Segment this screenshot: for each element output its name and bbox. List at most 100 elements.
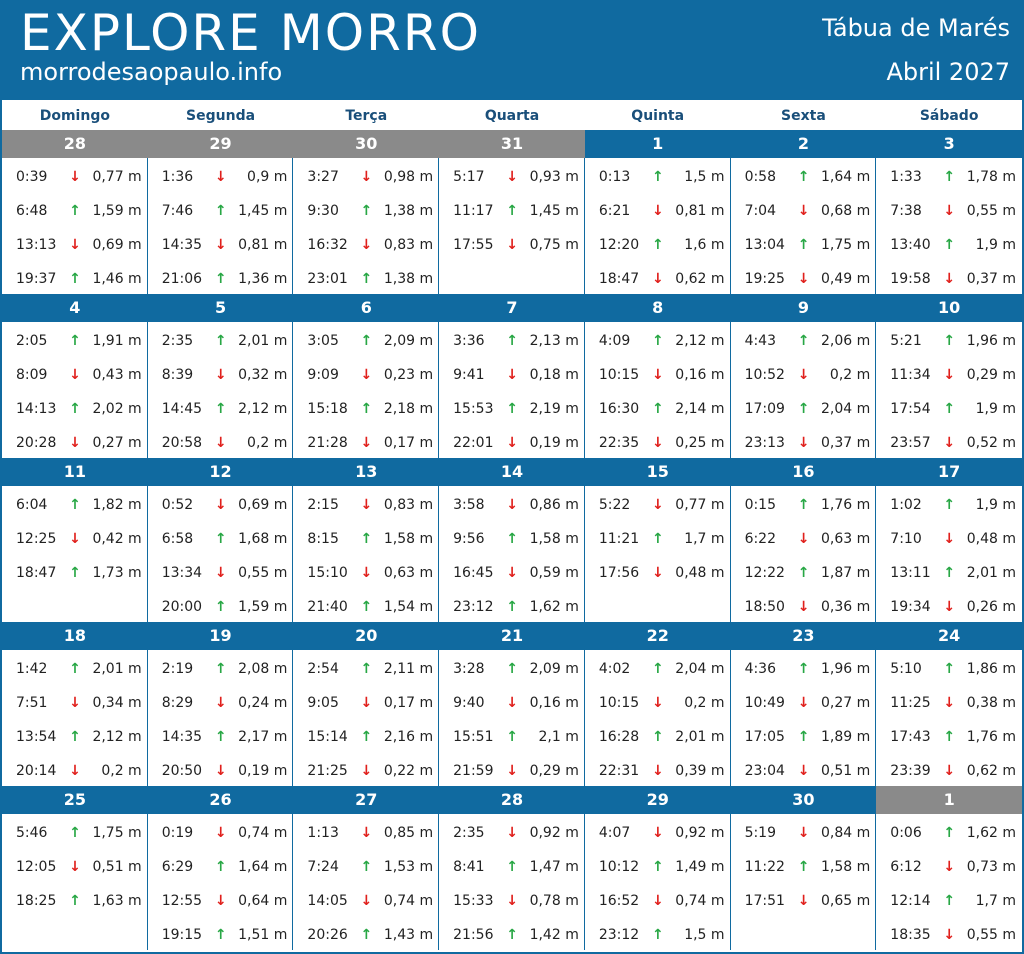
tide-time: 4:43 bbox=[744, 333, 777, 349]
tide-time: 6:21 bbox=[598, 203, 631, 219]
tide-time: 3:27 bbox=[307, 169, 339, 185]
tide-height: 1,62 m bbox=[529, 599, 579, 615]
arrow-up: ↑ bbox=[214, 661, 227, 677]
tide-time: 11:21 bbox=[598, 531, 640, 547]
arrow-up: ↑ bbox=[214, 927, 227, 943]
tide-height: 1,6 m bbox=[684, 237, 725, 253]
tide-time: 14:35 bbox=[161, 729, 203, 745]
tide-time: 9:40 bbox=[453, 695, 485, 711]
tide-height: 0,93 m bbox=[529, 169, 579, 185]
tide-height: 0,59 m bbox=[529, 565, 579, 581]
tide-height: 0,77 m bbox=[675, 497, 725, 513]
arrow-down: ↓ bbox=[69, 237, 81, 253]
tide-height: 0,26 m bbox=[966, 599, 1016, 615]
tide-height: 2,18 m bbox=[383, 401, 434, 417]
arrow-down: ↓ bbox=[943, 435, 956, 451]
tide-height: 1,86 m bbox=[966, 661, 1016, 677]
tide-height: 1,73 m bbox=[92, 565, 142, 581]
day-header: 8 bbox=[584, 294, 731, 322]
column-divider bbox=[875, 814, 877, 950]
arrow-up: ↑ bbox=[360, 599, 373, 615]
day-header: 19 bbox=[147, 622, 294, 650]
tide-height: 1,45 m bbox=[238, 203, 288, 219]
arrow-up: ↑ bbox=[651, 169, 664, 185]
arrow-down: ↓ bbox=[214, 695, 227, 711]
column-divider bbox=[583, 322, 585, 458]
tide-height: 0,85 m bbox=[383, 825, 434, 841]
tide-time: 1:13 bbox=[307, 825, 339, 841]
tide-time: 4:36 bbox=[744, 661, 777, 677]
arrow-up: ↑ bbox=[69, 271, 81, 287]
tide-time: 23:57 bbox=[890, 435, 931, 451]
tide-height: 2,12 m bbox=[675, 333, 725, 349]
tide-height: 1,89 m bbox=[821, 729, 871, 745]
arrow-up: ↑ bbox=[360, 271, 373, 287]
column-divider bbox=[729, 158, 731, 294]
arrow-down: ↓ bbox=[69, 859, 81, 875]
tide-time: 11:25 bbox=[890, 695, 931, 711]
tide-time: 18:35 bbox=[890, 927, 931, 943]
tide-height: 0,55 m bbox=[238, 565, 288, 581]
day-header: 2 bbox=[730, 130, 877, 158]
arrow-down: ↓ bbox=[506, 565, 518, 581]
tide-height: 1,64 m bbox=[821, 169, 871, 185]
arrow-down: ↓ bbox=[943, 367, 956, 383]
arrow-down: ↓ bbox=[69, 531, 81, 547]
tide-height: 1,76 m bbox=[966, 729, 1016, 745]
tide-time: 0:13 bbox=[598, 169, 631, 185]
column-divider bbox=[583, 158, 585, 294]
tide-height: 0,9 m bbox=[247, 169, 288, 185]
arrow-down: ↓ bbox=[69, 169, 81, 185]
tide-height: 0,74 m bbox=[383, 893, 434, 909]
column-divider bbox=[292, 814, 294, 950]
column-divider bbox=[146, 486, 148, 622]
tide-time: 3:36 bbox=[453, 333, 485, 349]
tide-height: 1,63 m bbox=[92, 893, 142, 909]
tide-time: 10:12 bbox=[598, 859, 640, 875]
column-divider bbox=[583, 486, 585, 622]
tide-time: 20:14 bbox=[16, 763, 57, 779]
arrow-down: ↓ bbox=[69, 367, 81, 383]
arrow-up: ↑ bbox=[506, 661, 518, 677]
day-header: 3 bbox=[876, 130, 1022, 158]
weekday: Terça bbox=[345, 108, 388, 124]
tide-time: 8:15 bbox=[307, 531, 339, 547]
tide-height: 0,63 m bbox=[821, 531, 871, 547]
tide-height: 1,59 m bbox=[238, 599, 288, 615]
tide-height: 2,13 m bbox=[529, 333, 579, 349]
tide-height: 2,11 m bbox=[383, 661, 434, 677]
arrow-up: ↑ bbox=[943, 661, 956, 677]
arrow-down: ↓ bbox=[797, 763, 810, 779]
arrow-down: ↓ bbox=[214, 893, 227, 909]
arrow-down: ↓ bbox=[360, 435, 373, 451]
tide-time: 6:22 bbox=[744, 531, 777, 547]
tide-height: 0,64 m bbox=[238, 893, 288, 909]
tide-time: 21:25 bbox=[307, 763, 348, 779]
arrow-up: ↑ bbox=[506, 333, 518, 349]
arrow-up: ↑ bbox=[214, 203, 227, 219]
column-divider bbox=[292, 322, 294, 458]
tide-time: 19:58 bbox=[890, 271, 931, 287]
day-header: 29 bbox=[147, 130, 294, 158]
arrow-up: ↑ bbox=[69, 203, 81, 219]
day-header: 25 bbox=[2, 786, 148, 814]
tide-height: 0,48 m bbox=[675, 565, 725, 581]
day-header: 27 bbox=[293, 786, 440, 814]
tide-height: 1,62 m bbox=[966, 825, 1016, 841]
day-header: 15 bbox=[584, 458, 731, 486]
tide-height: 1,36 m bbox=[238, 271, 288, 287]
tide-time: 13:54 bbox=[16, 729, 57, 745]
day-header: 13 bbox=[293, 458, 440, 486]
tide-height: 0,2 m bbox=[247, 435, 288, 451]
tide-height: 0,68 m bbox=[821, 203, 871, 219]
arrow-up: ↑ bbox=[797, 169, 810, 185]
tide-height: 1,58 m bbox=[529, 531, 579, 547]
column-divider bbox=[292, 158, 294, 294]
frame bbox=[0, 100, 1024, 954]
tide-time: 17:05 bbox=[744, 729, 785, 745]
arrow-up: ↑ bbox=[797, 237, 810, 253]
day-header: 28 bbox=[2, 130, 148, 158]
tide-height: 1,75 m bbox=[821, 237, 871, 253]
column-divider bbox=[875, 158, 877, 294]
tide-time: 3:05 bbox=[307, 333, 339, 349]
